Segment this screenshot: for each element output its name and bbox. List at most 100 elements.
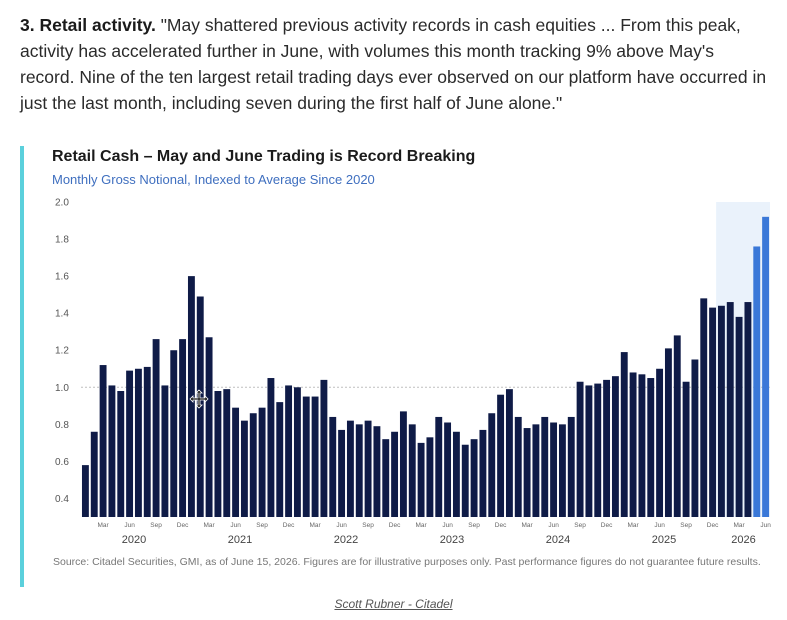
bar (426, 437, 434, 517)
bar (399, 411, 407, 517)
bar (143, 366, 151, 517)
bar (435, 416, 443, 517)
bar (382, 439, 390, 517)
bar (179, 339, 187, 517)
bar (108, 385, 116, 517)
bar (346, 420, 354, 517)
x-year-label: 2026 (731, 534, 755, 546)
x-month-label: Dec (283, 522, 295, 529)
x-month-label: Sep (574, 522, 586, 529)
bar (735, 316, 743, 517)
bar (240, 420, 248, 517)
bar (726, 302, 734, 517)
x-month-label: Dec (177, 522, 189, 529)
x-month-label: Sep (468, 522, 480, 529)
bar (293, 387, 301, 517)
bar (744, 302, 752, 517)
bar (408, 424, 416, 517)
source-note: Source: Citadel Securities, GMI, as of J… (53, 556, 761, 568)
bar (647, 378, 655, 517)
bar (611, 376, 619, 517)
bar (355, 424, 363, 517)
x-month-label: Mar (521, 522, 533, 529)
bar (638, 374, 646, 517)
bar (134, 368, 142, 517)
x-year-label: 2025 (652, 534, 676, 546)
bar (753, 246, 761, 517)
x-month-label: Sep (362, 522, 374, 529)
x-month-label: Dec (601, 522, 613, 529)
bar (673, 335, 681, 517)
bar (187, 276, 195, 517)
bar (214, 391, 222, 517)
move-cursor-icon (189, 389, 209, 409)
bar (444, 422, 452, 517)
x-month-label: Jun (654, 522, 665, 529)
x-month-label: Jun (442, 522, 453, 529)
bar (99, 365, 107, 517)
bar (603, 379, 611, 517)
y-tick-label: 1.4 (55, 309, 69, 320)
bar (320, 379, 328, 517)
x-year-label: 2022 (334, 534, 358, 546)
bar (285, 385, 293, 517)
bar (161, 385, 169, 517)
x-month-label: Mar (97, 522, 109, 529)
x-month-label: Jun (548, 522, 559, 529)
bar (90, 431, 98, 517)
bar (267, 378, 275, 517)
y-tick-label: 0.4 (55, 494, 69, 505)
y-tick-label: 1.6 (55, 272, 69, 283)
bar (452, 431, 460, 517)
bar (550, 422, 558, 517)
bar (364, 420, 372, 517)
bar (170, 350, 178, 517)
bar (302, 396, 310, 517)
bar (373, 426, 381, 517)
chart-subtitle: Monthly Gross Notional, Indexed to Avera… (52, 172, 375, 187)
bar (567, 416, 575, 517)
bar (594, 383, 602, 517)
x-month-label: Mar (309, 522, 321, 529)
y-tick-label: 0.6 (55, 457, 69, 468)
x-year-label: 2020 (122, 534, 146, 546)
bar (488, 413, 496, 517)
bar (691, 359, 699, 517)
bar (258, 407, 266, 517)
x-month-label: Dec (495, 522, 507, 529)
bar (514, 416, 522, 517)
bar (126, 370, 134, 517)
x-month-label: Mar (415, 522, 427, 529)
bar (329, 416, 337, 517)
x-year-label: 2023 (440, 534, 464, 546)
bar (656, 368, 664, 517)
bar (338, 429, 346, 517)
bar (152, 339, 160, 517)
bar (505, 389, 513, 517)
bar (717, 305, 725, 517)
x-month-label: Dec (707, 522, 719, 529)
bar (523, 428, 531, 517)
bar (664, 348, 672, 517)
x-month-label: Mar (733, 522, 745, 529)
y-tick-label: 1.0 (55, 383, 69, 394)
bar (558, 424, 566, 517)
bar (497, 394, 505, 517)
bar (276, 402, 284, 517)
intro-paragraph: 3. Retail activity. "May shattered previ… (20, 12, 770, 116)
bar (249, 413, 257, 517)
bar (205, 337, 213, 517)
x-month-label: Jun (336, 522, 347, 529)
chart-title: Retail Cash – May and June Trading is Re… (52, 148, 476, 165)
bar (223, 389, 231, 517)
bar (391, 431, 399, 517)
x-month-label: Sep (680, 522, 692, 529)
bar (620, 352, 628, 517)
credit-link[interactable]: Scott Rubner - Citadel (334, 597, 453, 611)
accent-bar (20, 146, 24, 587)
x-month-label: Mar (203, 522, 215, 529)
bar (629, 372, 637, 517)
x-year-label: 2021 (228, 534, 252, 546)
bar (576, 381, 584, 517)
bar (709, 307, 717, 517)
